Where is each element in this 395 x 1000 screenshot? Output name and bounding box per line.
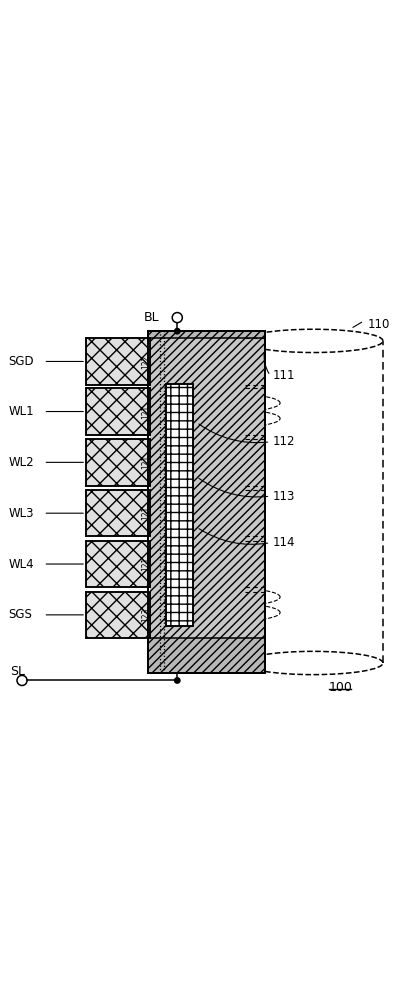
Circle shape [175, 328, 180, 334]
Bar [148, 536, 150, 541]
Text: SGD: SGD [8, 355, 34, 368]
Text: 121: 121 [141, 506, 150, 520]
Bar [166, 384, 193, 626]
Bar [86, 388, 150, 435]
Text: 122: 122 [141, 354, 150, 369]
Bar [148, 638, 265, 673]
Text: WL4: WL4 [8, 558, 34, 571]
Bar [86, 439, 150, 486]
Bar [86, 338, 150, 385]
Bar [86, 592, 150, 638]
Bar [148, 331, 265, 673]
Text: WL2: WL2 [8, 456, 34, 469]
Bar [86, 541, 150, 587]
Text: 100: 100 [328, 681, 352, 694]
Text: 121: 121 [141, 557, 150, 571]
Text: 121: 121 [141, 455, 150, 469]
Bar [148, 331, 265, 338]
Bar [148, 587, 150, 592]
Bar [86, 490, 150, 536]
Text: 121: 121 [141, 404, 150, 419]
Text: SGS: SGS [8, 608, 32, 621]
Text: 114: 114 [272, 536, 295, 549]
Text: 111: 111 [272, 369, 295, 382]
Text: SL: SL [10, 665, 25, 678]
Text: 112: 112 [272, 435, 295, 448]
Circle shape [175, 678, 180, 683]
Text: WL1: WL1 [8, 405, 34, 418]
Text: 123: 123 [141, 608, 150, 622]
Text: 113: 113 [272, 490, 295, 503]
Bar [148, 435, 150, 439]
Bar [148, 385, 150, 388]
Text: WL3: WL3 [8, 507, 34, 520]
Text: 110: 110 [367, 318, 390, 331]
Bar [148, 486, 150, 490]
Text: BL: BL [144, 311, 160, 324]
